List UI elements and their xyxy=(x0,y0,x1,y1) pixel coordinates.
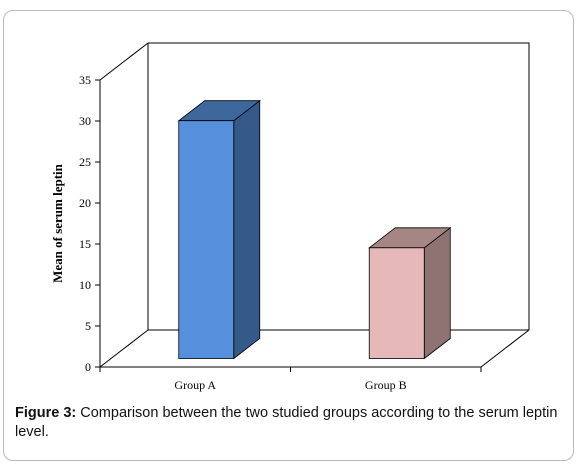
leptin-bar-chart: 0 5 10 15 20 25 30 35 Group A Group B Mean of seru… xyxy=(50,42,530,392)
caption-text: Comparison between the two studied group… xyxy=(15,405,558,440)
x-category-label: Group A xyxy=(174,378,216,392)
left-wall-top-edge xyxy=(99,42,149,81)
bar-side-group-a xyxy=(233,99,261,360)
figure-frame xyxy=(3,10,574,461)
bar-group-b xyxy=(368,247,425,359)
floor-right-edge xyxy=(480,329,530,368)
y-tick-label: 10 xyxy=(79,278,91,292)
floor-left-edge xyxy=(99,329,149,368)
y-axis-title: Mean of serum leptin xyxy=(50,163,65,283)
bar-side-group-b xyxy=(423,226,451,360)
caption-label: Figure 3: xyxy=(15,405,77,421)
y-tick-label: 35 xyxy=(79,73,91,87)
y-tick-label: 20 xyxy=(79,196,91,210)
y-tick-label: 15 xyxy=(79,237,91,251)
x-category-label: Group B xyxy=(365,378,407,392)
back-wall xyxy=(148,42,530,330)
y-tick-label: 5 xyxy=(85,319,91,333)
figure-caption: Figure 3: Comparison between the two stu… xyxy=(15,404,567,442)
y-tick-label: 25 xyxy=(79,155,91,169)
y-tick-label: 30 xyxy=(79,114,91,128)
bar-group-a xyxy=(178,120,235,359)
y-tick-label: 0 xyxy=(85,360,91,374)
